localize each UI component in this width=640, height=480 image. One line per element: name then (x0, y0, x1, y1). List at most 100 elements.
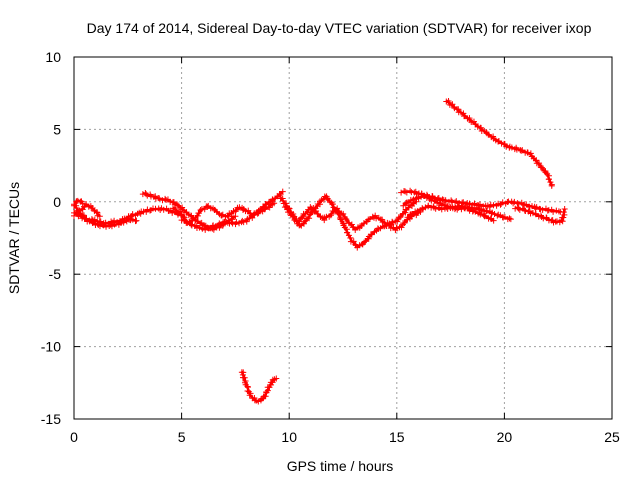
data-point (251, 211, 258, 218)
data-point (506, 215, 513, 222)
grid-lines (74, 57, 612, 419)
data-point (96, 213, 103, 220)
data-point (404, 199, 411, 206)
data-point (398, 224, 405, 231)
data-point (279, 197, 286, 204)
x-tick-label: 25 (604, 429, 620, 445)
data-point (314, 210, 321, 217)
data-point (409, 197, 416, 204)
data-point (452, 199, 459, 206)
data-point (538, 164, 545, 171)
data-point (144, 192, 151, 199)
series-track-14 (443, 97, 555, 189)
data-point (406, 202, 413, 209)
data-point (328, 210, 335, 217)
data-point (352, 226, 359, 233)
data-point (490, 217, 497, 224)
series-track-9 (281, 204, 424, 234)
data-point (387, 225, 394, 232)
data-point (89, 205, 96, 212)
x-tick-label: 10 (281, 429, 297, 445)
data-point (284, 206, 291, 213)
data-point (178, 217, 185, 224)
data-point (175, 202, 182, 209)
data-point (410, 196, 417, 203)
data-point (197, 220, 204, 227)
data-point (233, 219, 240, 226)
data-point (437, 200, 444, 207)
data-point (404, 214, 411, 221)
data-point (329, 201, 336, 208)
data-point (308, 205, 315, 212)
x-tick-labels: 0 5 10 15 20 25 (70, 429, 620, 445)
data-point (446, 101, 453, 108)
data-point (133, 217, 140, 224)
data-point (342, 215, 349, 222)
data-point (279, 188, 286, 195)
data-point (346, 220, 353, 227)
series-track-15 (238, 369, 280, 405)
data-point (438, 206, 445, 213)
data-point (360, 239, 367, 246)
data-point (526, 208, 533, 215)
data-point (132, 218, 139, 225)
data-point (83, 201, 90, 208)
data-point (482, 212, 489, 219)
data-point (293, 217, 300, 224)
data-point (169, 209, 176, 216)
data-point (343, 216, 350, 223)
data-point (223, 218, 230, 225)
data-point (197, 207, 204, 214)
data-point (236, 204, 243, 211)
data-point (340, 210, 347, 217)
data-point (254, 210, 261, 217)
data-point (246, 392, 253, 399)
data-point (485, 131, 492, 138)
data-point (255, 398, 262, 405)
data-point (372, 212, 379, 219)
series-track-6 (169, 188, 286, 227)
data-point (527, 150, 534, 157)
data-point (453, 198, 460, 205)
data-point (298, 214, 305, 221)
data-point (477, 211, 484, 218)
data-point (561, 206, 568, 213)
x-tick-label: 20 (497, 429, 513, 445)
data-point (79, 200, 86, 207)
data-point (239, 217, 246, 224)
data-point (103, 223, 110, 230)
data-point (401, 187, 408, 194)
data-point (112, 221, 119, 228)
data-point (350, 238, 357, 245)
data-point (204, 203, 211, 210)
data-point (317, 198, 324, 205)
data-point (162, 195, 169, 202)
data-point (397, 214, 404, 221)
data-point (129, 216, 136, 223)
y-tick-label: 10 (45, 49, 61, 65)
y-axis-label: SDTVAR / TECUs (6, 182, 22, 294)
data-point (373, 215, 380, 222)
data-point (229, 220, 236, 227)
series-track-2 (71, 209, 140, 230)
data-point (407, 187, 414, 194)
data-point (337, 216, 344, 223)
data-point (218, 212, 225, 219)
data-point (79, 215, 86, 222)
series-track-1 (71, 202, 185, 227)
data-point (560, 208, 567, 215)
data-point (78, 212, 85, 219)
data-point (495, 137, 502, 144)
data-point (451, 105, 458, 112)
data-point (241, 374, 248, 381)
data-point (414, 208, 421, 215)
data-point (271, 200, 278, 207)
data-point (448, 197, 455, 204)
data-point (559, 218, 566, 225)
data-point (476, 201, 483, 208)
data-point (100, 222, 107, 229)
data-point (328, 199, 335, 206)
data-point (306, 215, 313, 222)
data-point (299, 213, 306, 220)
